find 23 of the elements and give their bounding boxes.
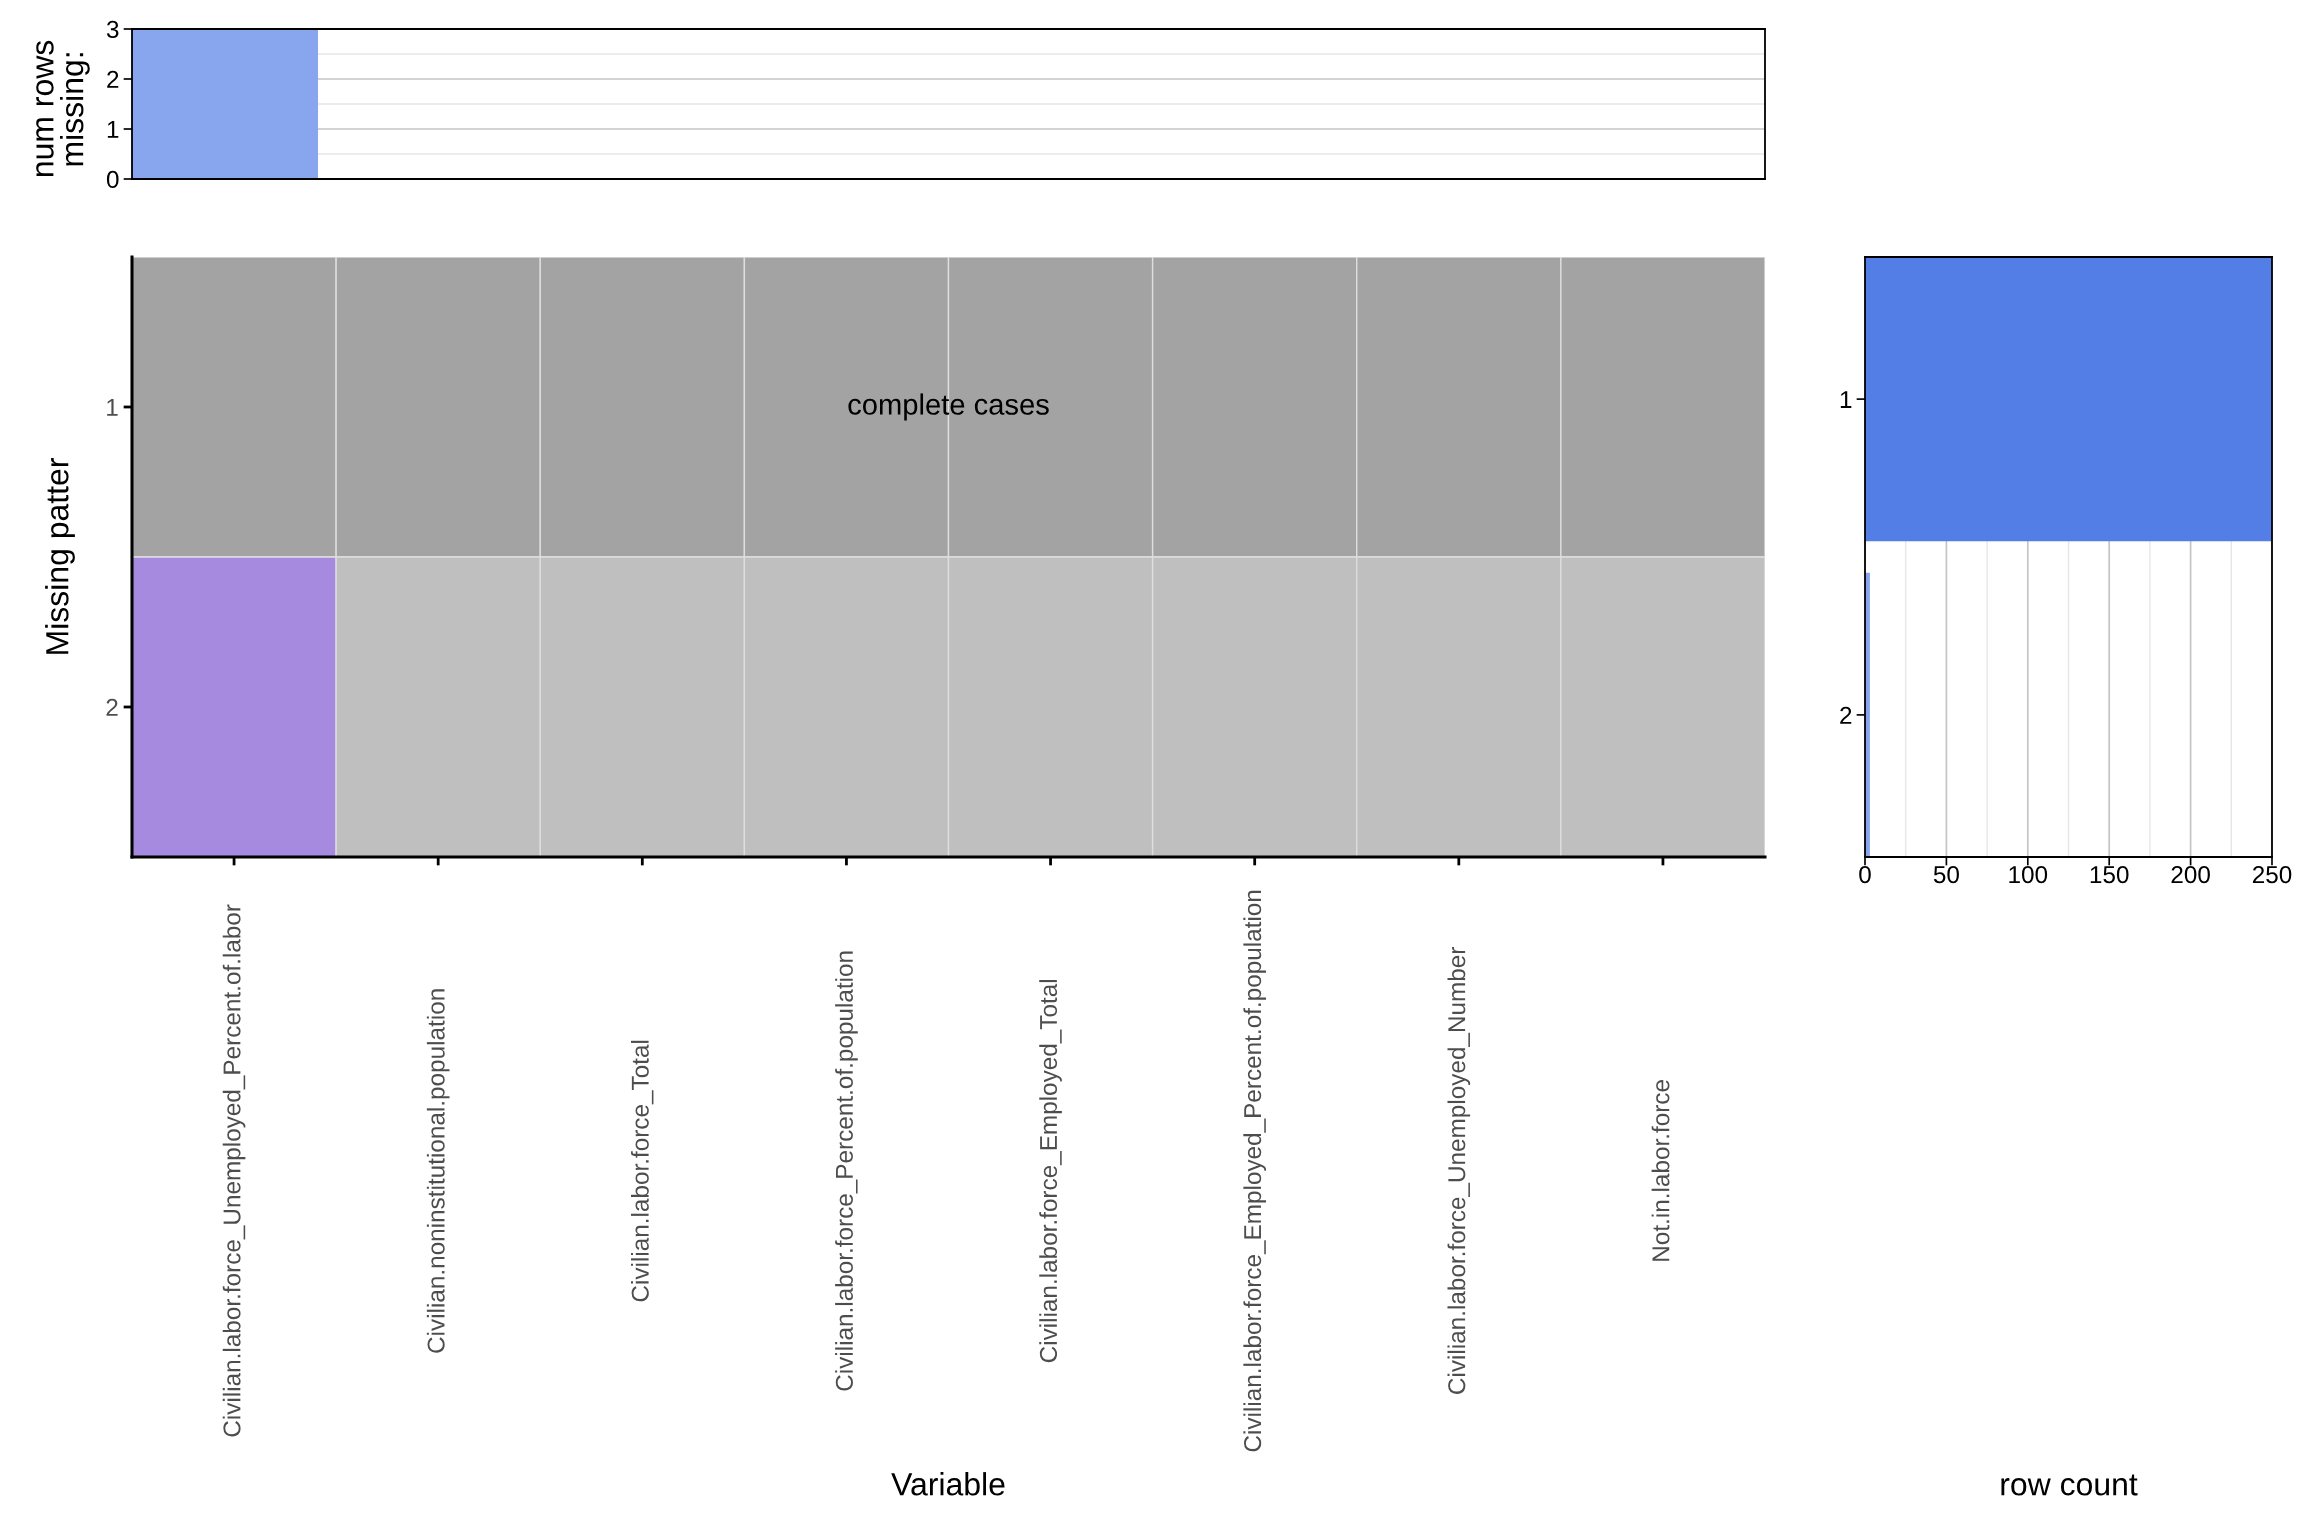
x-tick-label: 0 <box>1859 865 1871 884</box>
y-tick-label: 2 <box>107 70 119 88</box>
text: Variable <box>891 1472 1005 1496</box>
category-label: Civilian.labor.force_Employed_Total <box>1039 979 1062 1363</box>
category-label: Civilian.labor.force_Percent.of.population <box>835 951 858 1391</box>
text: Missing patter <box>45 458 75 654</box>
category-label: Civilian.noninstitutional.population <box>426 989 450 1353</box>
x-tick-label: 200 <box>2171 865 2210 884</box>
x-tick-label: 250 <box>2252 865 2292 884</box>
x-tick-label: 150 <box>2090 865 2129 884</box>
y-tick-label: 0 <box>106 170 119 189</box>
y-tick-label: 1 <box>107 121 119 138</box>
category-label: Civilian.labor.force_Unemployed_Percent.of.labor <box>222 904 246 1437</box>
text: complete cases <box>848 393 1049 421</box>
category-label: Not.in.labor.force <box>1651 1080 1670 1261</box>
y-tick-label: 3 <box>106 20 119 39</box>
x-tick-label: 100 <box>2009 865 2048 884</box>
category-label: Civilian.labor.force_Employed_Percent.of.population <box>1243 890 1267 1452</box>
category-label: Civilian.labor.force_Unemployed_Number <box>1447 947 1471 1394</box>
category-label: Civilian.labor.force_Total <box>630 1040 654 1302</box>
x-axis-title: row count <box>2001 1474 2138 1496</box>
x-tick-label: 50 <box>1933 865 1959 884</box>
y-axis-title: num rows missing: <box>36 40 90 177</box>
